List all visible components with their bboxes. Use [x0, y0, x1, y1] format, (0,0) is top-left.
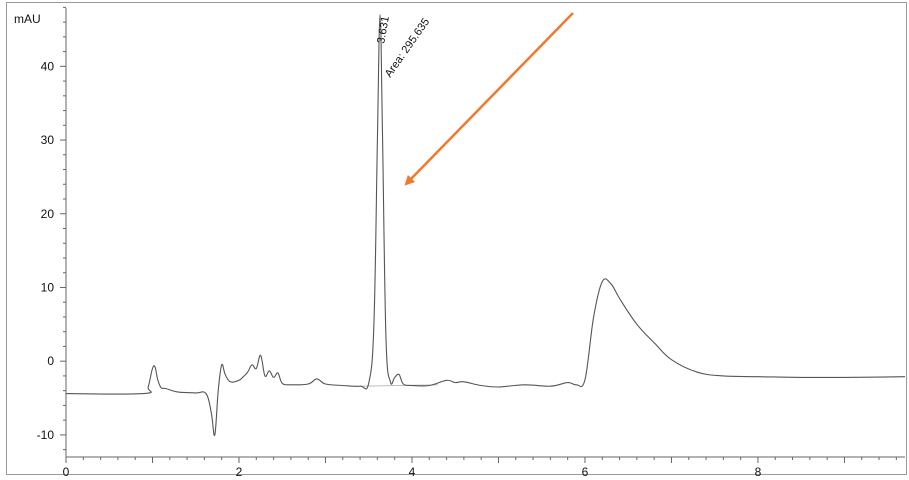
y-tick-label: 0 — [47, 354, 54, 368]
y-tick-label: 40 — [41, 59, 55, 73]
y-tick-label: -10 — [37, 428, 55, 442]
highlight-arrow — [404, 12, 574, 186]
y-tick-label: 10 — [41, 280, 55, 294]
y-axis-label: mAU — [14, 12, 41, 26]
chromatogram-trace — [65, 14, 906, 436]
peak-baseline — [360, 384, 438, 387]
x-tick-label: 0 — [63, 465, 70, 479]
x-tick-label: 4 — [409, 465, 416, 479]
ticks — [60, 6, 897, 463]
tick-labels: -10 0 10 20 30 40 0 2 4 6 8 — [37, 59, 762, 479]
y-tick-label: 20 — [41, 207, 55, 221]
x-tick-label: 6 — [582, 465, 589, 479]
axes — [65, 8, 905, 458]
chart-border — [6, 2, 907, 475]
peak-rt-label: 3.631 — [375, 15, 392, 44]
x-tick-label: 2 — [236, 465, 243, 479]
x-tick-label: 8 — [755, 465, 762, 479]
y-tick-label: 30 — [41, 133, 55, 147]
